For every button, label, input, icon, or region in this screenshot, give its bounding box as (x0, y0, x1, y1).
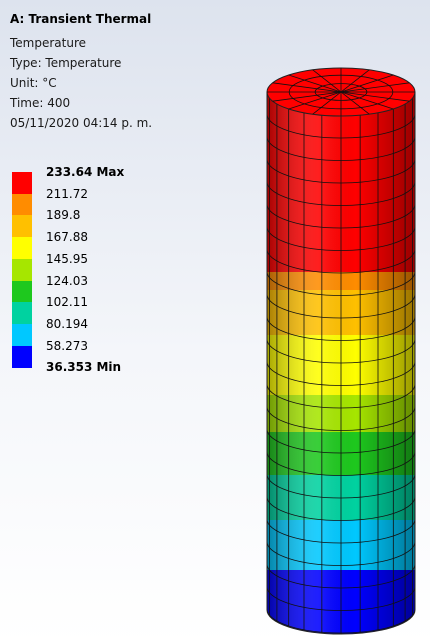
legend-label: 145.95 (46, 251, 88, 266)
legend-label: 102.11 (46, 295, 88, 310)
unit: Unit: °C (10, 76, 57, 90)
cap-mesh (272, 82, 410, 102)
legend-label: 189.8 (46, 208, 81, 223)
outline (266, 92, 416, 635)
legend-label: 58.273 (46, 338, 88, 353)
legend-swatch (12, 172, 32, 195)
legend-swatch (12, 280, 32, 303)
result-type: Type: Temperature (10, 56, 122, 70)
legend-swatch (12, 302, 32, 325)
legend-swatch (12, 345, 32, 368)
legend-label: 36.353 Min (46, 360, 122, 375)
result-name: Temperature (10, 36, 87, 50)
date: 05/11/2020 04:14 p. m. (10, 116, 153, 130)
cylinder-side (267, 92, 415, 634)
legend-swatch (12, 237, 32, 260)
legend-label: 233.64 Max (46, 165, 125, 179)
legend-label: 124.03 (46, 273, 88, 288)
analysis-title: A: Transient Thermal (10, 12, 152, 26)
legend-swatch (12, 215, 32, 238)
time: Time: 400 (10, 96, 71, 110)
legend-label: 80.194 (46, 316, 88, 331)
legend-label: 167.88 (46, 230, 88, 245)
legend-label: 211.72 (46, 186, 88, 201)
legend-swatch (12, 323, 32, 347)
legend-swatch (12, 258, 32, 281)
legend-swatch (12, 193, 32, 216)
